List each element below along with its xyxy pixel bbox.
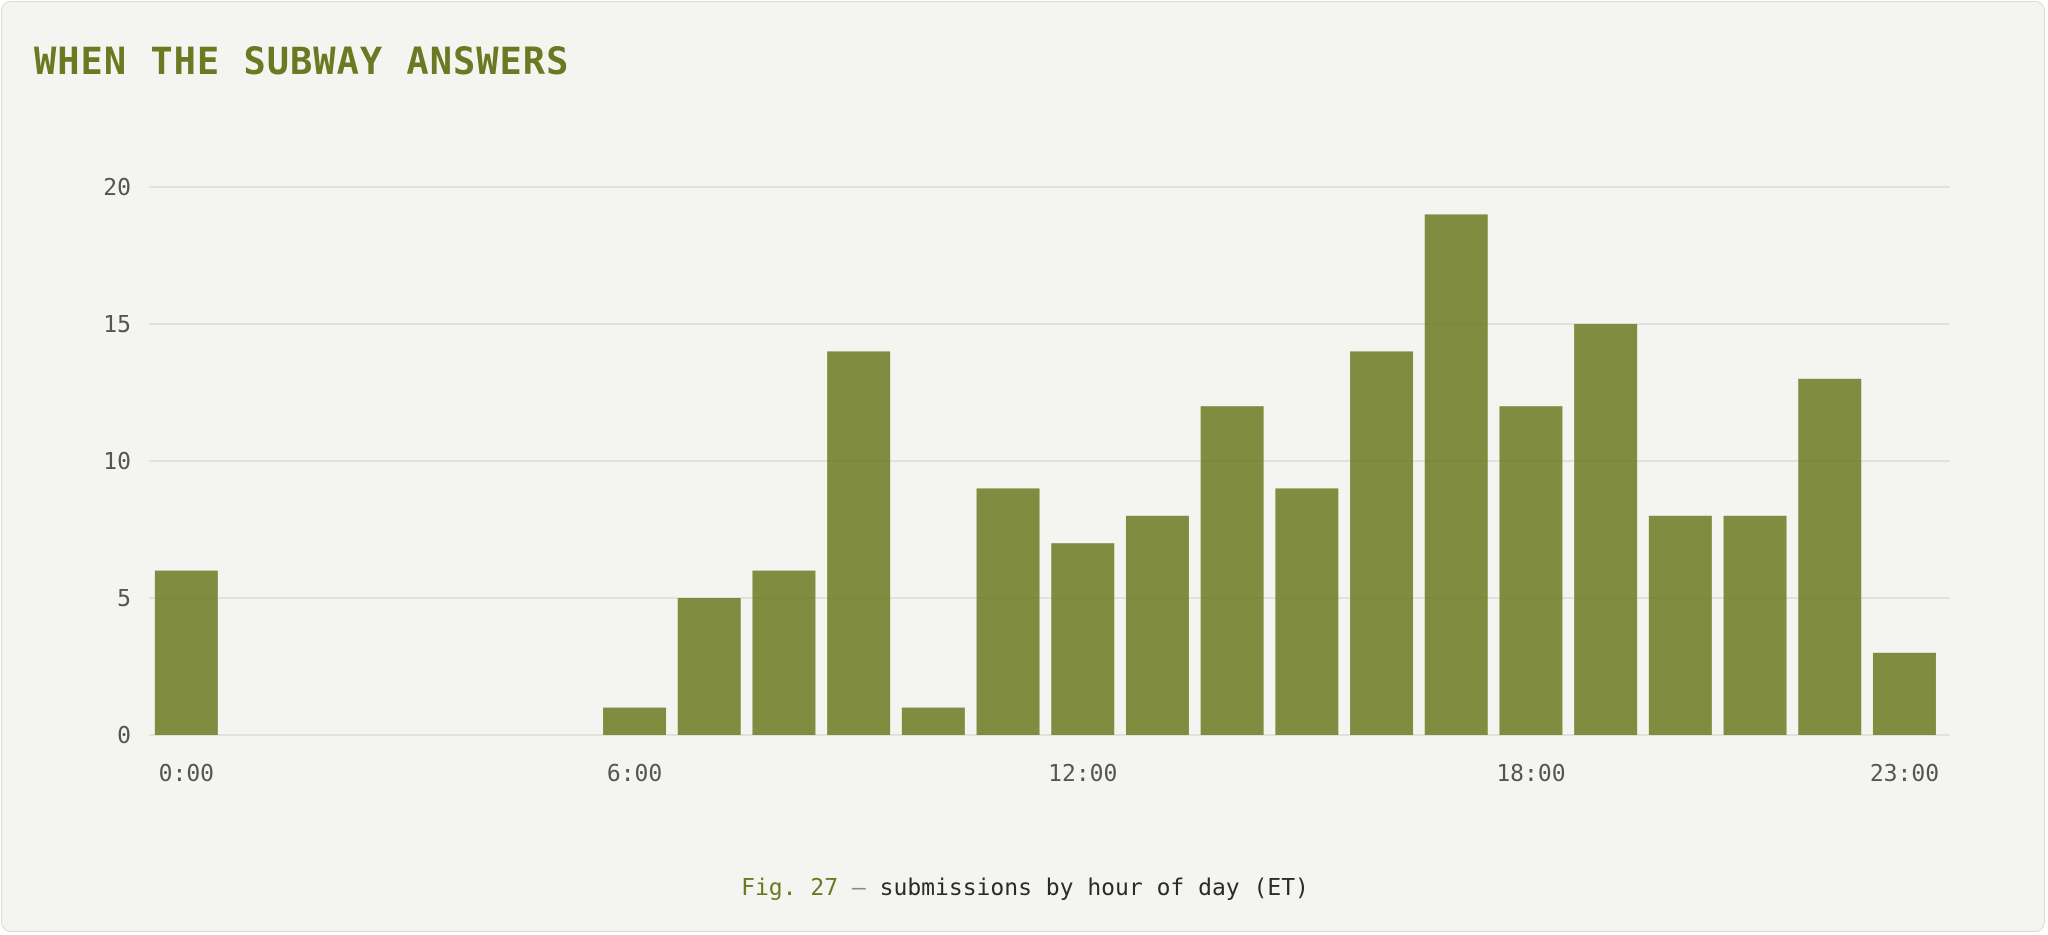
bar-18:00 [1499,406,1563,735]
bar-8:00 [752,570,816,735]
bar-16:00 [1350,351,1414,735]
x-tick-label: 6:00 [607,761,662,787]
x-tick-label: 23:00 [1870,761,1939,787]
y-axis-ticks: 0 5 10 15 20 [103,175,131,749]
bar-10:00 [901,707,965,735]
x-tick-label: 12:00 [1048,761,1117,787]
bar-0:00 [154,570,218,735]
bar-15:00 [1275,488,1339,735]
bar-22:00 [1798,378,1862,735]
x-tick-label: 0:00 [159,761,214,787]
bar-19:00 [1574,324,1638,735]
caption-separator: — [851,875,866,901]
caption-fig-label: Fig. 27 [741,875,839,901]
x-axis-ticks: 0:00 6:00 12:00 18:00 23:00 [159,761,1939,787]
y-tick-label: 20 [103,175,131,201]
bar-21:00 [1723,515,1787,735]
caption-text: submissions by hour of day (ET) [879,875,1309,901]
chart-title: WHEN THE SUBWAY ANSWERS [34,40,570,83]
bar-17:00 [1424,214,1488,735]
y-tick-label: 15 [103,312,131,338]
bar-9:00 [827,351,891,735]
figure-caption: Fig. 27 — submissions by hour of day (ET… [2,875,2048,901]
y-tick-label: 5 [117,586,131,612]
bar-13:00 [1125,515,1189,735]
x-tick-label: 18:00 [1496,761,1565,787]
bar-12:00 [1051,543,1115,735]
bar-6:00 [603,707,667,735]
bar-14:00 [1200,406,1264,735]
y-tick-label: 10 [103,449,131,475]
bar-20:00 [1648,515,1712,735]
bar-23:00 [1872,652,1936,735]
bar-7:00 [677,598,741,735]
y-tick-label: 0 [117,723,131,749]
bars [154,214,1936,735]
bar-11:00 [976,488,1040,735]
